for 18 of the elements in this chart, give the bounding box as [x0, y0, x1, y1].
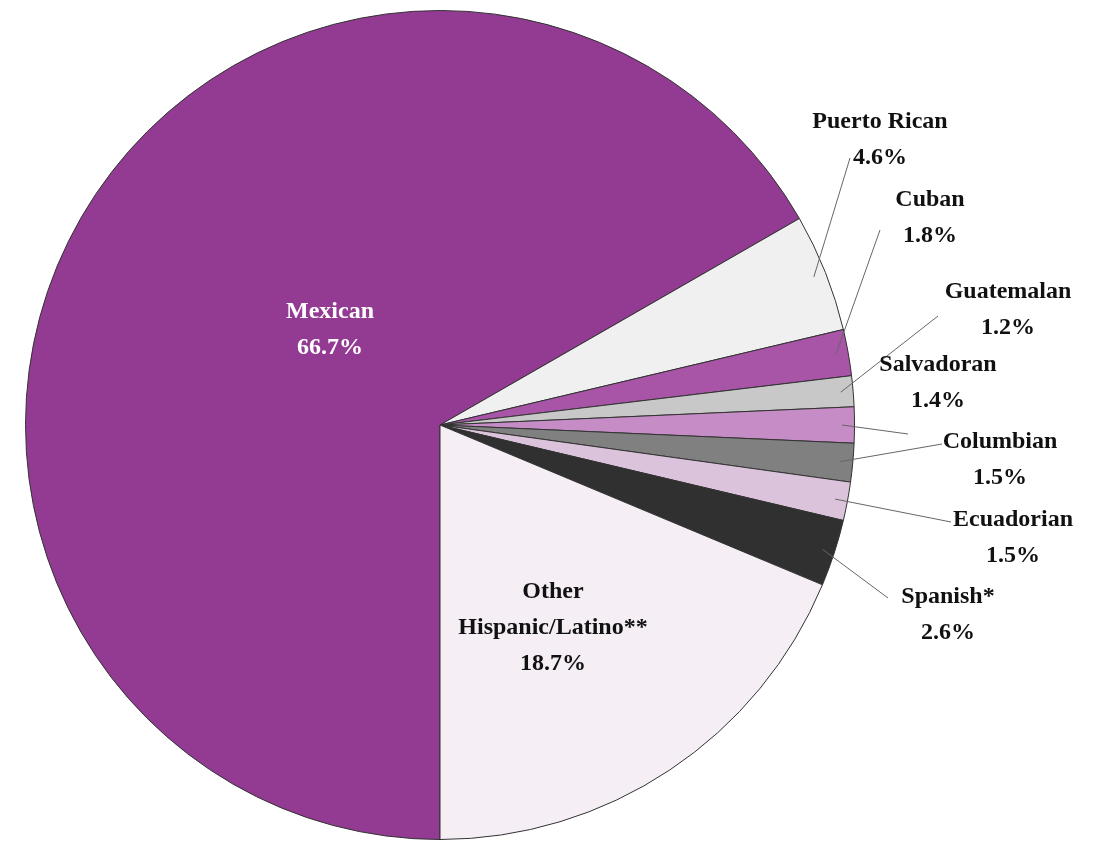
- slice-label: Puerto Rican: [812, 107, 948, 134]
- slice-label: Cuban: [895, 185, 965, 212]
- data-label: 4.6%: [853, 143, 907, 170]
- slice-label: Columbian: [942, 427, 1058, 454]
- slice-label: Mexican: [286, 297, 374, 324]
- data-label: 1.8%: [903, 221, 957, 248]
- slice-label: Guatemalan: [944, 277, 1072, 304]
- slice-label: Salvadoran: [879, 350, 997, 377]
- data-label: 1.5%: [973, 463, 1027, 490]
- data-label: 1.4%: [911, 386, 965, 413]
- data-label: 2.6%: [921, 618, 975, 645]
- data-label: 1.5%: [986, 541, 1040, 568]
- slice-label: Other Hispanic/Latino**: [458, 577, 648, 640]
- data-label: 66.7%: [297, 333, 363, 360]
- data-label: 1.2%: [981, 313, 1035, 340]
- data-label: 18.7%: [520, 649, 586, 676]
- slice-label: Ecuadorian: [952, 505, 1074, 532]
- slice-label: Spanish*: [901, 582, 995, 609]
